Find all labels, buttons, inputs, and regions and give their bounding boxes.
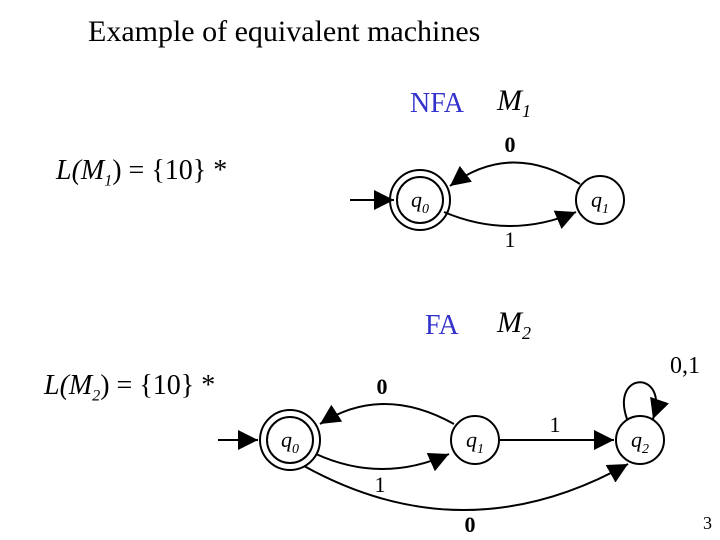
fa-edge-q0-q2 xyxy=(304,464,628,510)
fa-edge-q0-q1 xyxy=(316,454,449,469)
fa-edge-q0-q1-label: 1 xyxy=(375,472,386,497)
fa-diagram: q0 q1 q2 1 0 1 0 xyxy=(0,0,720,540)
fa-edge-q2-self xyxy=(624,382,656,419)
fa-edge-q0-q2-label: 0 xyxy=(465,512,476,537)
fa-edge-q1-q0-label: 0 xyxy=(377,374,388,399)
slide-number: 3 xyxy=(703,513,712,534)
fa-edge-q1-q0 xyxy=(320,404,454,424)
fa-edge-q1-q2-label: 1 xyxy=(550,412,561,437)
